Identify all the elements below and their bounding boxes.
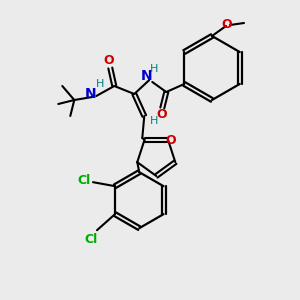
Text: H: H: [96, 79, 104, 89]
Text: Cl: Cl: [77, 174, 91, 187]
Text: Cl: Cl: [84, 233, 98, 246]
Text: O: O: [166, 134, 176, 147]
Text: O: O: [103, 53, 114, 67]
Text: H: H: [150, 64, 158, 74]
Text: O: O: [156, 109, 166, 122]
Text: O: O: [222, 19, 232, 32]
Text: N: N: [85, 87, 96, 101]
Text: N: N: [140, 69, 152, 83]
Text: H: H: [150, 116, 158, 126]
